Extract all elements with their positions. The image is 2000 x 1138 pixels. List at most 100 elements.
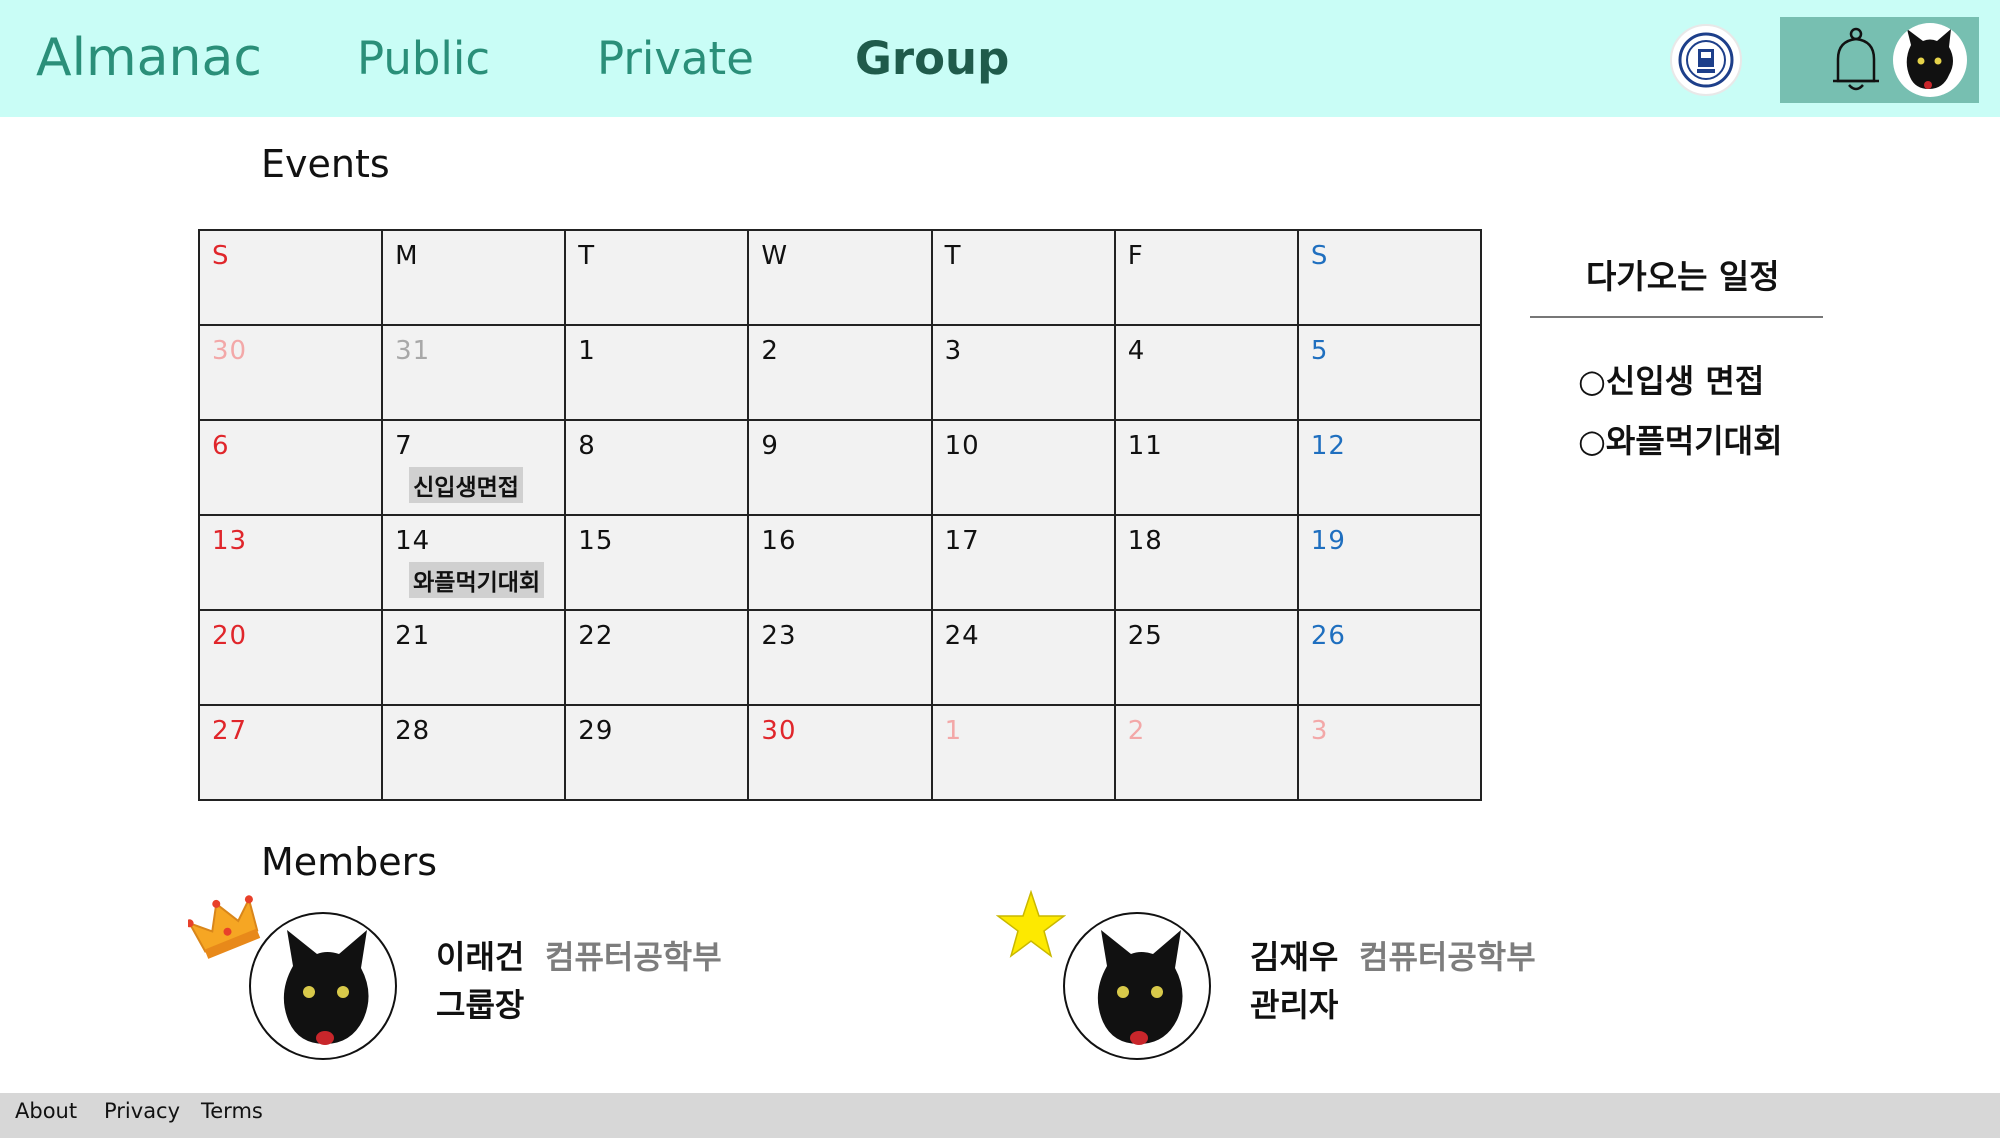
calendar-day-cell[interactable]: 26 bbox=[1296, 609, 1483, 706]
day-number: 11 bbox=[1127, 431, 1163, 461]
calendar-day-cell[interactable]: 3 bbox=[930, 324, 1116, 421]
calendar-day-cell[interactable]: 2 bbox=[747, 324, 933, 421]
user-avatar[interactable] bbox=[1893, 23, 1967, 97]
calendar-day-cell[interactable]: 17 bbox=[930, 514, 1116, 611]
day-number: 23 bbox=[761, 621, 797, 651]
day-number: 5 bbox=[1310, 336, 1329, 366]
calendar-day-cell[interactable]: 2 bbox=[1113, 704, 1299, 801]
member-name: 이래건 bbox=[436, 938, 525, 976]
day-number: 8 bbox=[578, 431, 596, 461]
day-number: 9 bbox=[761, 431, 779, 461]
calendar-day-cell[interactable]: 19 bbox=[1296, 514, 1483, 611]
black-cat-avatar-icon bbox=[283, 930, 369, 1045]
calendar-day-cell[interactable]: 7 신입생면접 bbox=[381, 419, 567, 516]
calendar-day-cell[interactable]: 22 bbox=[564, 609, 750, 706]
calendar-day-cell[interactable]: 28 bbox=[381, 704, 567, 801]
weekday-header-cell: T bbox=[564, 229, 750, 326]
calendar-day-cell[interactable]: 15 bbox=[564, 514, 750, 611]
day-number: 22 bbox=[578, 621, 614, 651]
upcoming-event-item[interactable]: ○와플먹기대회 bbox=[1578, 422, 1783, 460]
day-number: 1 bbox=[578, 336, 596, 366]
upcoming-event-item[interactable]: ○신입생 면접 bbox=[1578, 362, 1765, 400]
day-number: 18 bbox=[1127, 526, 1163, 556]
calendar-event-chip[interactable]: 신입생면접 bbox=[409, 467, 523, 503]
calendar-day-cell[interactable]: 31 bbox=[381, 324, 567, 421]
day-number: 15 bbox=[578, 526, 614, 556]
calendar-day-cell[interactable]: 13 bbox=[197, 514, 384, 611]
member-avatar[interactable] bbox=[1063, 912, 1211, 1060]
events-heading: Events bbox=[261, 142, 390, 186]
member-name: 김재우 bbox=[1250, 938, 1339, 976]
calendar-day-cell[interactable]: 3 bbox=[1296, 704, 1483, 801]
calendar-day-cell[interactable]: 30 bbox=[197, 324, 384, 421]
day-number: 10 bbox=[944, 431, 980, 461]
footer-terms-link[interactable]: Terms bbox=[201, 1099, 263, 1123]
footer-privacy-link[interactable]: Privacy bbox=[104, 1099, 181, 1123]
calendar-day-cell[interactable]: 23 bbox=[747, 609, 933, 706]
star-icon bbox=[996, 890, 1066, 958]
notification-bell-icon[interactable] bbox=[1830, 27, 1882, 95]
university-emblem-icon[interactable] bbox=[1670, 24, 1742, 96]
calendar-week-row: 30 31 1 2 3 4 5 bbox=[197, 324, 1483, 421]
footer-about-link[interactable]: About bbox=[15, 1099, 78, 1123]
day-number: 29 bbox=[578, 716, 614, 746]
calendar-event-chip[interactable]: 와플먹기대회 bbox=[409, 562, 545, 598]
nav-public[interactable]: Public bbox=[357, 32, 491, 85]
calendar-day-cell[interactable]: 10 bbox=[930, 419, 1116, 516]
day-number: 14 bbox=[395, 526, 431, 556]
weekday-header-cell: S bbox=[197, 229, 384, 326]
calendar-week-row: 27 28 29 30 1 2 3 bbox=[197, 704, 1483, 801]
weekday-label: S bbox=[1310, 241, 1329, 271]
crown-icon bbox=[188, 895, 261, 959]
member-role: 관리자 bbox=[1250, 986, 1339, 1024]
day-number: 24 bbox=[944, 621, 980, 651]
calendar-day-cell[interactable]: 14 와플먹기대회 bbox=[381, 514, 567, 611]
calendar-day-cell[interactable]: 16 bbox=[747, 514, 933, 611]
day-number: 19 bbox=[1310, 526, 1346, 556]
calendar-day-cell[interactable]: 20 bbox=[197, 609, 384, 706]
calendar-day-cell[interactable]: 12 bbox=[1296, 419, 1483, 516]
calendar-day-cell[interactable]: 18 bbox=[1113, 514, 1299, 611]
weekday-header-cell: W bbox=[747, 229, 933, 326]
calendar-day-cell[interactable]: 27 bbox=[197, 704, 384, 801]
day-number: 7 bbox=[395, 431, 413, 461]
weekday-header-cell: F bbox=[1113, 229, 1299, 326]
calendar-day-cell[interactable]: 4 bbox=[1113, 324, 1299, 421]
calendar-day-cell[interactable]: 5 bbox=[1296, 324, 1483, 421]
day-number: 13 bbox=[212, 526, 248, 556]
member-avatar[interactable] bbox=[249, 912, 397, 1060]
members-heading: Members bbox=[261, 840, 438, 884]
day-number: 20 bbox=[212, 621, 248, 651]
day-number: 3 bbox=[944, 336, 963, 366]
member-department: 컴퓨터공학부 bbox=[1359, 938, 1536, 976]
calendar-day-cell[interactable]: 8 bbox=[564, 419, 750, 516]
calendar-day-cell[interactable]: 25 bbox=[1113, 609, 1299, 706]
day-number: 27 bbox=[212, 716, 248, 746]
nav-group[interactable]: Group bbox=[855, 32, 1010, 85]
calendar-week-row: 20 21 22 23 24 25 26 bbox=[197, 609, 1483, 706]
footer-bar bbox=[0, 1093, 2000, 1138]
weekday-label: M bbox=[395, 241, 419, 271]
day-number: 30 bbox=[761, 716, 797, 746]
calendar-day-cell[interactable]: 1 bbox=[564, 324, 750, 421]
weekday-label: T bbox=[578, 241, 596, 271]
calendar-day-cell[interactable]: 30 bbox=[747, 704, 933, 801]
calendar-day-cell[interactable]: 9 bbox=[747, 419, 933, 516]
day-number: 2 bbox=[761, 336, 779, 366]
weekday-header-cell: M bbox=[381, 229, 567, 326]
top-navigation-bar: Almanac Public Private Group bbox=[0, 0, 2000, 117]
app-logo-text[interactable]: Almanac bbox=[36, 28, 262, 88]
day-number: 6 bbox=[212, 431, 230, 461]
day-number: 16 bbox=[761, 526, 797, 556]
calendar-day-cell[interactable]: 1 bbox=[930, 704, 1116, 801]
nav-private[interactable]: Private bbox=[597, 32, 754, 85]
calendar-week-row: 6 7 신입생면접 8 9 10 11 12 bbox=[197, 419, 1483, 516]
day-number: 26 bbox=[1310, 621, 1346, 651]
calendar-day-cell[interactable]: 21 bbox=[381, 609, 567, 706]
calendar-day-cell[interactable]: 24 bbox=[930, 609, 1116, 706]
calendar-day-cell[interactable]: 11 bbox=[1113, 419, 1299, 516]
day-number: 4 bbox=[1127, 336, 1146, 366]
calendar-day-cell[interactable]: 29 bbox=[564, 704, 750, 801]
calendar-day-cell[interactable]: 6 bbox=[197, 419, 384, 516]
weekday-header-cell: T bbox=[930, 229, 1116, 326]
